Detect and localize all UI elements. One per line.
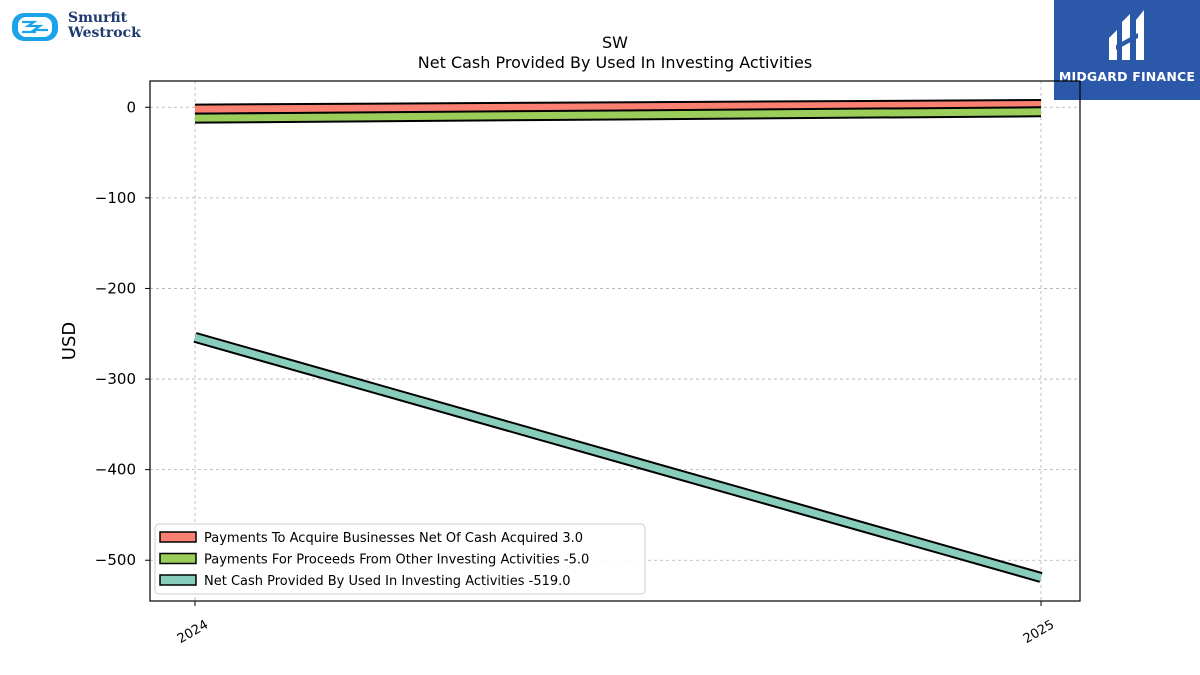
x-axis: 2024 2025: [175, 601, 1057, 647]
series-group: [193, 99, 1043, 583]
legend-frame: [154, 523, 646, 595]
legend-label: Net Cash Provided By Used In Investing A…: [204, 574, 571, 589]
smurfit-westrock-emblem-icon: [12, 13, 58, 41]
grid-lines: [150, 81, 1080, 601]
legend-label: Payments For Proceeds From Other Investi…: [204, 553, 589, 568]
brand-line-1: Smurfit: [68, 10, 128, 26]
chart-subtitle: Net Cash Provided By Used In Investing A…: [418, 53, 812, 72]
y-tick-label: −400: [95, 461, 136, 479]
chart-title: SW: [602, 33, 628, 52]
y-tick-label: −500: [95, 551, 136, 569]
y-axis-label: USD: [59, 322, 80, 360]
x-tick-label: 2024: [175, 617, 211, 647]
legend: Payments To Acquire Businesses Net Of Ca…: [154, 523, 646, 595]
series-line: [194, 108, 1042, 122]
legend-swatch: [159, 531, 197, 543]
brand-line-2: Westrock: [68, 25, 141, 41]
series-line: [194, 101, 1042, 113]
midgard-finance-logo: MIDGARD FINANCE: [1054, 0, 1200, 100]
y-tick-label: −100: [95, 189, 136, 207]
midgard-emblem-icon: [1109, 10, 1144, 60]
legend-swatch: [159, 552, 197, 565]
y-tick-label: −200: [95, 279, 136, 297]
brand-name: Smurfit Westrock: [68, 11, 141, 41]
y-axis: 0 −100 −200 −300 −400 −500: [95, 98, 150, 569]
plot-frame: [149, 80, 1081, 602]
legend-label: Payments To Acquire Businesses Net Of Ca…: [204, 531, 583, 546]
legend-swatch: [159, 574, 197, 586]
smurfit-westrock-logo: Smurfit Westrock: [10, 10, 150, 46]
y-tick-label: −300: [95, 370, 136, 388]
series-line: [194, 334, 1042, 581]
midgard-finance-text: MIDGARD FINANCE: [1058, 69, 1196, 84]
x-tick-label: 2025: [1021, 617, 1057, 647]
y-tick-label: 0: [126, 98, 136, 116]
